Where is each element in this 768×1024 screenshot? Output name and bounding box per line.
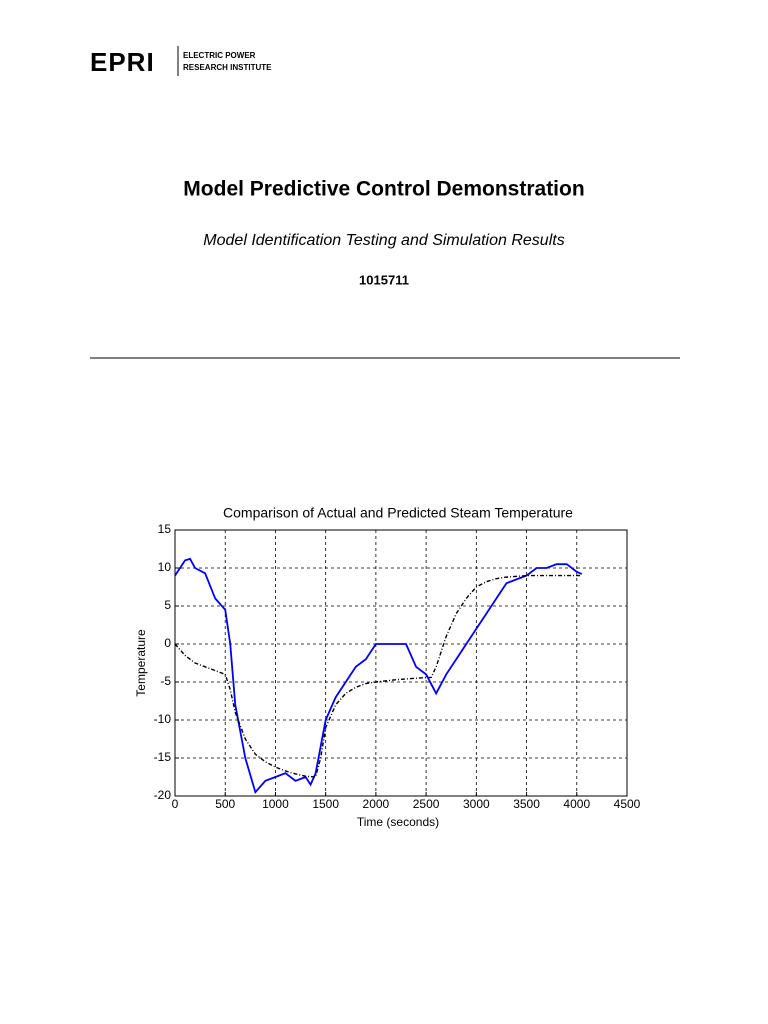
y-tick-label: -20 [154, 788, 172, 802]
y-tick-label: -15 [154, 750, 172, 764]
x-tick-label: 2000 [363, 797, 390, 811]
y-tick-label: -10 [154, 712, 172, 726]
y-tick-label: 10 [158, 560, 172, 574]
x-tick-label: 1500 [312, 797, 339, 811]
x-tick-label: 500 [215, 797, 235, 811]
x-tick-label: 1000 [262, 797, 289, 811]
doc-subtitle: Model Identification Testing and Simulat… [203, 232, 564, 249]
y-axis-label: Temperature [134, 629, 148, 697]
y-tick-label: -5 [160, 674, 171, 688]
data-line [174, 574, 582, 778]
y-tick-label: 0 [164, 636, 171, 650]
x-tick-label: 4500 [614, 797, 641, 811]
x-tick-label: 0 [172, 797, 179, 811]
x-tick-label: 4000 [563, 797, 590, 811]
x-tick-label: 3000 [463, 797, 490, 811]
plot-frame [174, 529, 628, 797]
logo: EPRI [90, 47, 155, 77]
data-line [174, 557, 583, 795]
x-tick-label: 3500 [513, 797, 540, 811]
x-tick-label: 2500 [413, 797, 440, 811]
doc-title: Model Predictive Control Demonstration [183, 178, 584, 201]
report-number: 1015711 [359, 272, 409, 287]
y-tick-label: 5 [164, 598, 171, 612]
org-name: RESEARCH INSTITUTE [183, 63, 272, 72]
x-axis-label: Time (seconds) [357, 815, 439, 829]
y-tick-label: 15 [158, 522, 172, 536]
chart-title: Comparison of Actual and Predicted Steam… [223, 505, 573, 521]
org-name: ELECTRIC POWER [183, 51, 256, 60]
chart: Comparison of Actual and Predicted Steam… [134, 505, 640, 829]
